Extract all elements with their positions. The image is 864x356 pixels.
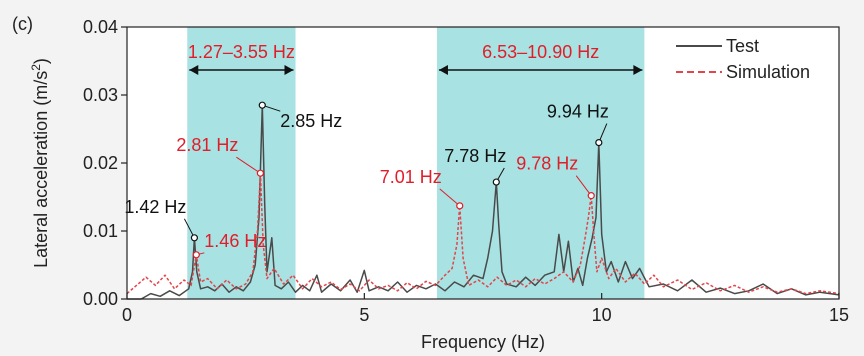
x-tick-label-1: 5 (359, 305, 369, 325)
x-axis-title: Frequency (Hz) (421, 332, 545, 352)
y-axis-ticks: 0.00 0.01 0.02 0.03 0.04 (83, 17, 127, 309)
band-arrowhead-right-1 (633, 65, 643, 75)
annotation-arrow-4 (439, 188, 461, 207)
y-tick-label-4: 0.04 (83, 17, 118, 37)
annotation-marker-4 (456, 202, 464, 210)
legend-label-test: Test (726, 36, 759, 56)
x-axis-ticks: 0 5 10 15 (122, 293, 849, 325)
band-1 (436, 27, 645, 299)
y-tick-label-0: 0.00 (83, 289, 118, 309)
panel-label: (c) (12, 14, 33, 34)
annotation-marker-3 (258, 101, 266, 109)
band-label-0: 1.27–3.55 Hz (188, 42, 295, 62)
annotation-label-7: 9.94 Hz (547, 102, 609, 122)
band-arrowhead-left-0 (189, 65, 199, 75)
band-arrowhead-right-0 (284, 65, 294, 75)
band-label-1: 6.53–10.90 Hz (482, 42, 599, 62)
annotation-marker-7 (595, 139, 603, 147)
legend: Test Simulation (676, 36, 810, 82)
annotation-label-0: 1.42 Hz (124, 197, 186, 217)
annotation-label-4: 7.01 Hz (380, 167, 442, 187)
band-layer: 1.27–3.55 Hz 6.53–10.90 Hz (187, 27, 645, 299)
y-axis-title-main: Lateral acceleration (m/s (31, 71, 51, 268)
annotation-label-1: 1.46 Hz (204, 231, 266, 251)
annotation-label-6: 9.78 Hz (516, 154, 578, 174)
band-arrowhead-left-1 (438, 65, 448, 75)
annotation-label-3: 2.85 Hz (280, 111, 342, 131)
y-tick-label-2: 0.02 (83, 153, 118, 173)
annotation-marker-6 (587, 192, 595, 200)
y-axis-title-sup: 2 (29, 64, 43, 71)
annotation-label-5: 7.78 Hz (444, 146, 506, 166)
annotation-layer: 1.42 Hz 1.46 Hz 2.81 Hz 2.85 Hz 7.01 Hz7.78 … (124, 101, 609, 259)
series-layer (126, 104, 840, 300)
annotation-arrow-6 (575, 175, 592, 196)
annotation-marker-0 (190, 234, 199, 242)
x-tick-label-3: 15 (829, 305, 849, 325)
annotation-marker-1 (192, 251, 200, 259)
legend-label-simulation: Simulation (726, 62, 810, 82)
y-tick-label-1: 0.01 (83, 221, 118, 241)
y-axis-title-end: ) (31, 58, 51, 64)
band-0 (187, 27, 296, 299)
annotation-arrow-2 (236, 156, 261, 174)
annotation-marker-5 (492, 178, 500, 186)
annotation-label-2: 2.81 Hz (176, 135, 238, 155)
annotation-marker-2 (256, 169, 264, 177)
x-tick-label-2: 10 (592, 305, 612, 325)
y-axis-title: Lateral acceleration (m/s2) (29, 58, 51, 268)
y-tick-label-3: 0.03 (83, 85, 118, 105)
x-tick-label-0: 0 (122, 305, 132, 325)
